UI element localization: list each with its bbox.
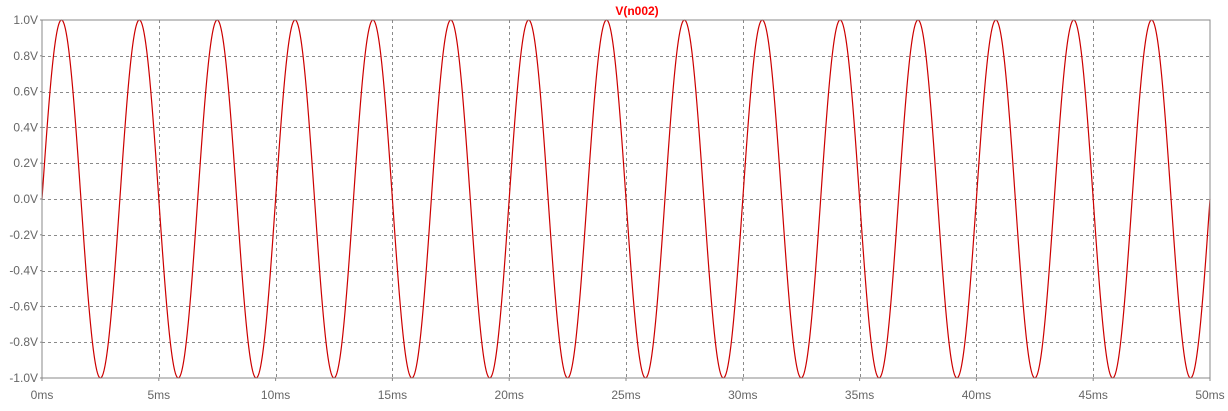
y-tick-label: 0.4V bbox=[13, 120, 38, 134]
x-tick-label: 0ms bbox=[31, 388, 54, 402]
y-tick-label: -0.2V bbox=[9, 228, 38, 242]
y-tick-label: 0.2V bbox=[13, 156, 38, 170]
x-tick-label: 45ms bbox=[1079, 388, 1108, 402]
trace-title[interactable]: V(n002) bbox=[615, 4, 658, 18]
trace-layer bbox=[41, 19, 1211, 379]
y-tick-label: -0.4V bbox=[9, 264, 38, 278]
x-tick-label: 35ms bbox=[845, 388, 874, 402]
y-tick-label: 0.6V bbox=[13, 85, 38, 99]
y-tick-label: 0.0V bbox=[13, 192, 38, 206]
y-tick-label: 1.0V bbox=[13, 13, 38, 27]
x-tick-label: 40ms bbox=[962, 388, 991, 402]
y-tick-label: -0.8V bbox=[9, 335, 38, 349]
x-tick-label: 25ms bbox=[611, 388, 640, 402]
y-tick-label: 0.8V bbox=[13, 49, 38, 63]
y-tick-label: -0.6V bbox=[9, 299, 38, 313]
x-tick-label: 5ms bbox=[147, 388, 170, 402]
y-tick-label: -1.0V bbox=[9, 371, 38, 385]
y-axis-ticks: 1.0V 0.8V 0.6V 0.4V 0.2V 0.0V -0.2V -0.4V -0.6V -… bbox=[9, 13, 42, 385]
x-tick-label: 20ms bbox=[495, 388, 524, 402]
x-axis-ticks: 0ms 5ms 10ms 15ms 20ms 25ms 30ms 35ms 40ms 45ms 50… bbox=[31, 378, 1225, 402]
x-tick-label: 10ms bbox=[261, 388, 290, 402]
series-line[interactable] bbox=[41, 19, 1211, 379]
x-tick-label: 50ms bbox=[1195, 388, 1224, 402]
x-tick-label: 30ms bbox=[728, 388, 757, 402]
x-tick-label: 15ms bbox=[378, 388, 407, 402]
